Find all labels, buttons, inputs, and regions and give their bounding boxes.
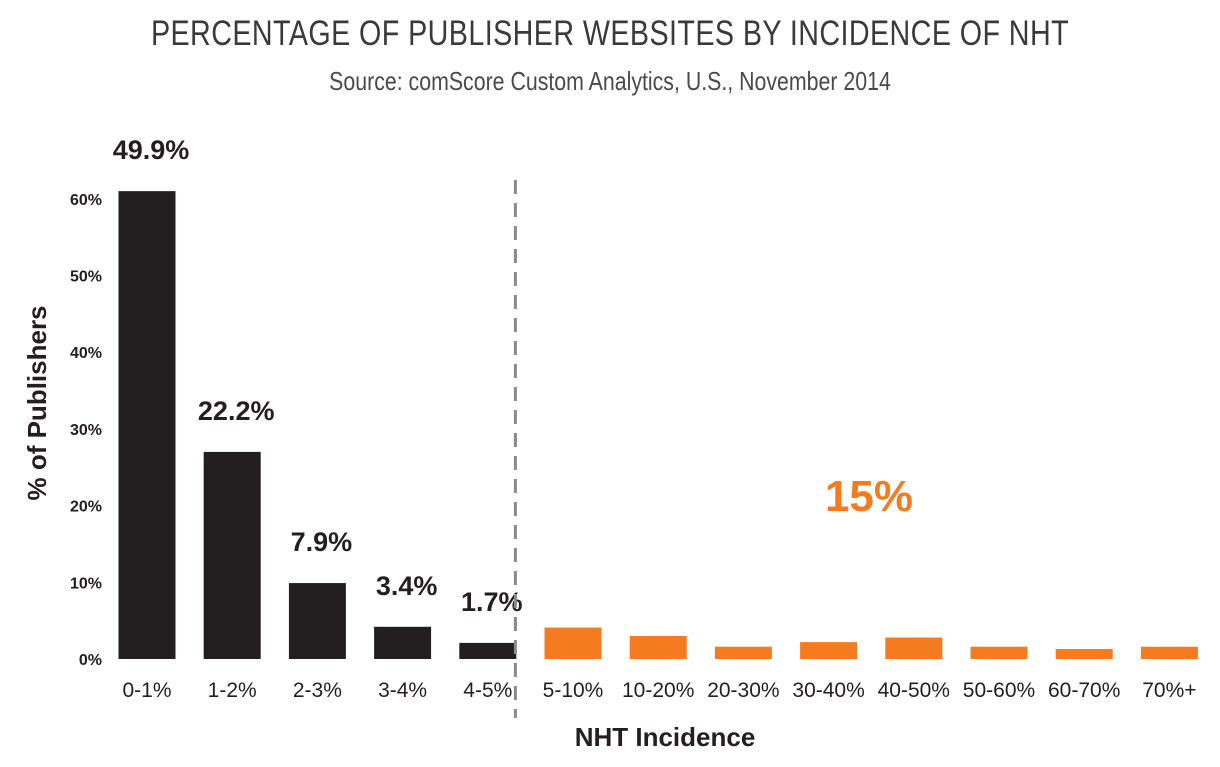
data-label: 49.9%	[113, 135, 190, 165]
category-label: 50-60%	[963, 679, 1035, 702]
chart-subtitle: Source: comScore Custom Analytics, U.S.,…	[329, 66, 891, 96]
data-label: 22.2%	[198, 396, 275, 426]
data-label: 1.7%	[461, 587, 523, 617]
chart-title: PERCENTAGE OF PUBLISHER WEBSITES BY INCI…	[150, 14, 1070, 53]
category-label: 10-20%	[622, 679, 694, 702]
category-label: 2-3%	[293, 679, 342, 702]
category-label: 20-30%	[707, 679, 779, 702]
bar	[203, 451, 261, 659]
category-label: 60-70%	[1048, 679, 1120, 702]
bar	[288, 583, 346, 659]
y-tick-label: 20%	[70, 499, 102, 516]
bar	[800, 642, 858, 659]
bar	[544, 627, 602, 659]
bar	[1140, 646, 1198, 659]
category-label: 0-1%	[122, 679, 171, 702]
x-axis-title: NHT Incidence	[575, 722, 756, 752]
bar	[118, 191, 176, 659]
category-label: 3-4%	[378, 679, 427, 702]
bar	[1055, 649, 1113, 659]
data-labels: 49.9% 22.2% 7.9% 3.4% 1.7%	[113, 135, 523, 617]
bar	[970, 646, 1028, 659]
category-label: 40-50%	[878, 679, 950, 702]
y-tick-label: 50%	[70, 269, 102, 286]
category-label: 5-10%	[543, 679, 604, 702]
y-axis-title: % of Publishers	[22, 305, 52, 500]
bars	[118, 191, 1198, 659]
bar	[714, 646, 772, 659]
bar	[459, 642, 517, 659]
category-label: 4-5%	[463, 679, 512, 702]
y-tick-label: 10%	[70, 575, 102, 592]
y-tick-label: 0%	[79, 652, 102, 669]
bar	[374, 626, 432, 659]
bar	[629, 635, 687, 659]
bar	[885, 637, 943, 659]
y-tick-label: 60%	[70, 192, 102, 209]
y-tick-label: 30%	[70, 422, 102, 439]
group-annotation: 15%	[825, 472, 913, 521]
data-label: 3.4%	[376, 571, 438, 601]
category-label: 70%+	[1142, 679, 1196, 702]
category-label: 1-2%	[208, 679, 257, 702]
y-axis-ticks: 0% 10% 20% 30% 40% 50% 60%	[70, 192, 102, 669]
y-tick-label: 40%	[70, 345, 102, 362]
category-labels: 0-1% 1-2% 2-3% 3-4% 4-5% 5-10% 10-20% 20-30% 30-…	[122, 679, 1196, 702]
category-label: 30-40%	[792, 679, 864, 702]
data-label: 7.9%	[291, 527, 353, 557]
